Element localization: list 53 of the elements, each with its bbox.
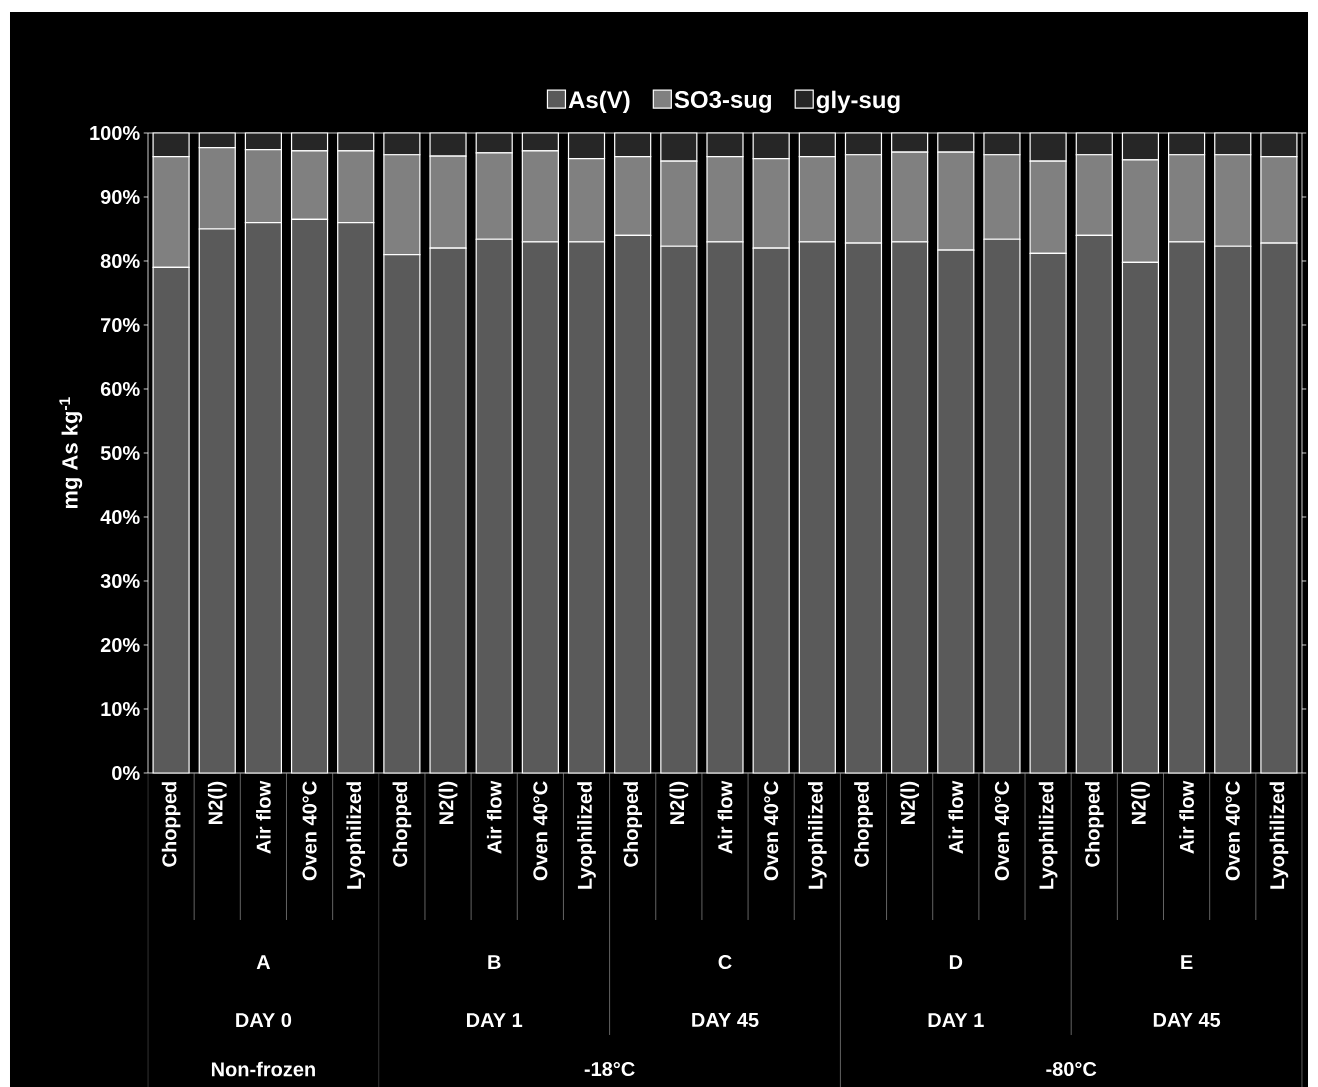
x-tick-label: N2(l) bbox=[207, 781, 227, 824]
x-tick-label: Lyophilized bbox=[1038, 781, 1058, 889]
text: DAY 0 bbox=[236, 1012, 292, 1027]
x-tick-label: Oven 40°C bbox=[1225, 781, 1240, 881]
y-tick-label: 90% bbox=[100, 189, 140, 204]
x-tick-label: Lyophilized bbox=[808, 781, 827, 889]
legend-label: As(V) bbox=[568, 90, 630, 113]
x-tick-label: Air flow bbox=[1179, 780, 1194, 854]
y-tick-label: 80% bbox=[100, 253, 140, 268]
y-tick-label: 70% bbox=[101, 317, 140, 332]
text: DAY 1 bbox=[928, 1012, 984, 1027]
text: D bbox=[949, 954, 963, 969]
x-tick-label: N2(l) bbox=[900, 781, 919, 824]
text: B bbox=[488, 954, 501, 969]
x-tick-label: Air flow bbox=[717, 780, 733, 854]
x-tick-label: Chopped bbox=[392, 781, 412, 867]
text: A bbox=[256, 954, 271, 969]
y-tick-label: 30% bbox=[100, 573, 140, 588]
x-tick-label: Lyophilized bbox=[1269, 781, 1289, 889]
x-tick-label: Oven 40°C bbox=[302, 781, 317, 881]
y-tick-label: 40% bbox=[100, 509, 140, 524]
text: DAY 1 bbox=[467, 1012, 523, 1027]
y-tick-label: 20% bbox=[100, 637, 140, 652]
x-tick-label: Oven 40°C bbox=[764, 781, 779, 881]
text: -18°C bbox=[584, 1061, 635, 1076]
y-tick-label: 10% bbox=[101, 701, 140, 716]
x-tick-label: Chopped bbox=[623, 781, 643, 867]
y-tick-label: 100% bbox=[90, 125, 140, 140]
x-tick-label: Oven 40°C bbox=[533, 781, 548, 881]
text: DAY 45 bbox=[1153, 1012, 1221, 1027]
y-axis-title: mg As kg$^{-1}$ bbox=[59, 397, 83, 509]
y-tick-label: 60% bbox=[100, 381, 140, 396]
text: C bbox=[718, 954, 732, 969]
x-tick-label: Air flow bbox=[256, 780, 271, 854]
x-tick-label: Lyophilized bbox=[577, 781, 596, 889]
text: Non-frozen bbox=[211, 1061, 315, 1077]
x-tick-label: Oven 40°C bbox=[994, 781, 1010, 881]
x-tick-label: Air flow bbox=[486, 780, 502, 854]
x-tick-label: Lyophilized bbox=[346, 781, 366, 889]
text: E bbox=[1181, 954, 1193, 969]
x-tick-label: Chopped bbox=[854, 781, 873, 867]
x-tick-label: N2(l) bbox=[1131, 781, 1150, 824]
x-tick-label: N2(l) bbox=[669, 781, 689, 824]
y-tick-label: 0% bbox=[112, 765, 140, 780]
text: DAY 45 bbox=[692, 1012, 759, 1027]
legend-label: SO3-sug bbox=[674, 90, 771, 113]
y-tick-label: 50% bbox=[100, 445, 140, 460]
x-tick-label: Air flow bbox=[948, 780, 964, 854]
x-tick-label: Chopped bbox=[1084, 781, 1104, 867]
x-tick-label: N2(l) bbox=[438, 781, 458, 824]
text: -80°C bbox=[1046, 1061, 1097, 1076]
legend-label: gly-sug bbox=[816, 90, 900, 114]
x-tick-label: Chopped bbox=[161, 781, 181, 867]
